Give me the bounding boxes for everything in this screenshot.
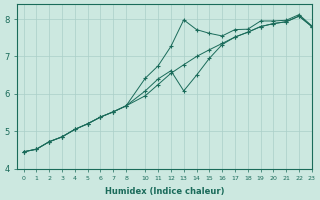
X-axis label: Humidex (Indice chaleur): Humidex (Indice chaleur) [105, 187, 224, 196]
